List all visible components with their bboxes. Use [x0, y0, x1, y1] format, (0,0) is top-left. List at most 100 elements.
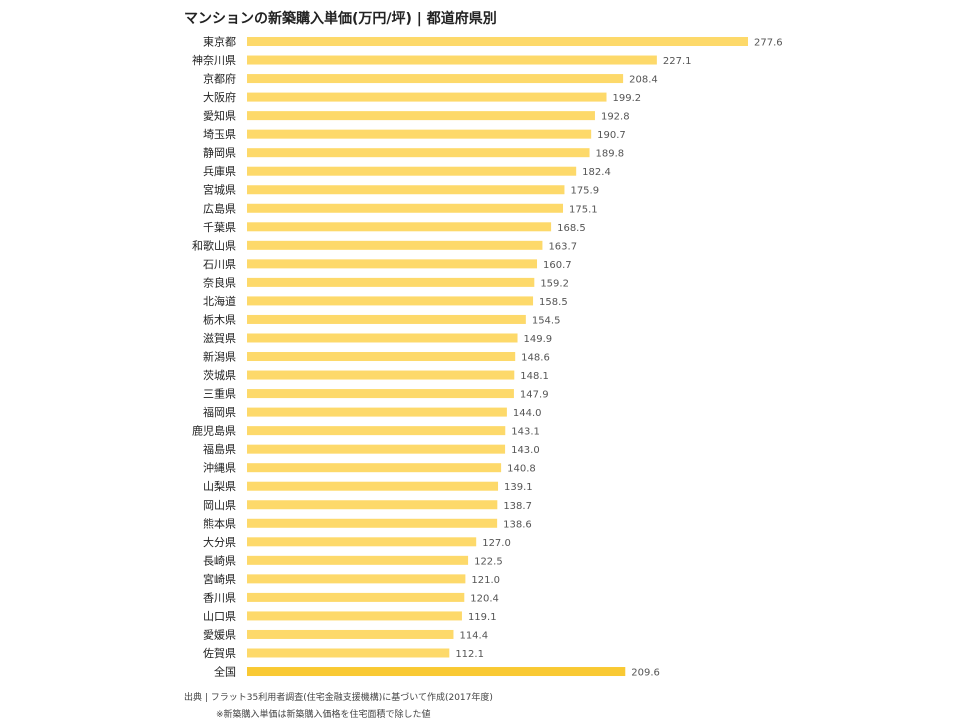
- value-label: 149.9: [524, 334, 553, 345]
- category-label: 沖縄県: [203, 461, 236, 475]
- value-label: 148.1: [520, 371, 549, 382]
- category-label: 東京都: [203, 35, 236, 49]
- category-label: 静岡県: [203, 146, 236, 160]
- bar: [247, 166, 577, 176]
- category-label: 山口県: [203, 610, 236, 623]
- value-label: 114.4: [459, 630, 488, 641]
- bar: [247, 481, 499, 491]
- value-label: 121.0: [471, 575, 500, 586]
- bar: [247, 314, 526, 324]
- footnote: ※新築購入単価は新築購入価格を住宅面積で除した値: [216, 710, 431, 720]
- category-label: 滋賀県: [203, 332, 236, 345]
- value-label: 168.5: [557, 223, 586, 234]
- bar: [247, 277, 535, 287]
- value-label: 148.6: [521, 353, 550, 364]
- bar: [247, 352, 516, 362]
- bar: [247, 240, 543, 250]
- value-label: 190.7: [597, 130, 626, 141]
- value-label: 160.7: [543, 260, 572, 271]
- bar: [247, 463, 502, 473]
- bar: [247, 92, 607, 102]
- value-label: 127.0: [482, 538, 511, 549]
- bar: [247, 611, 462, 621]
- bar: [247, 222, 552, 232]
- value-label: 163.7: [548, 241, 577, 252]
- value-label: 199.2: [613, 93, 642, 104]
- value-label: 139.1: [504, 482, 533, 493]
- category-label: 宮城県: [203, 183, 236, 197]
- category-label: 福島県: [203, 442, 236, 456]
- value-label: 143.1: [511, 427, 540, 438]
- value-label: 227.1: [663, 56, 692, 67]
- value-label: 189.8: [596, 149, 625, 160]
- value-label: 143.0: [511, 445, 540, 456]
- value-label: 122.5: [474, 556, 503, 567]
- bar: [247, 259, 538, 269]
- category-label: 北海道: [203, 294, 236, 308]
- bar: [247, 500, 498, 510]
- category-label: 佐賀県: [203, 646, 236, 660]
- bar: [247, 203, 564, 213]
- value-label: 140.8: [507, 464, 536, 475]
- category-label: 兵庫県: [203, 164, 236, 178]
- bar: [247, 629, 454, 639]
- category-label: 埼玉県: [203, 127, 236, 141]
- category-label: 岡山県: [203, 499, 236, 512]
- bar: [247, 389, 514, 399]
- value-label: 144.0: [513, 408, 542, 419]
- bar: [247, 648, 450, 658]
- bar: [247, 148, 590, 158]
- value-label: 138.7: [503, 501, 532, 512]
- bar: [247, 55, 657, 65]
- category-label: 三重県: [203, 387, 236, 401]
- value-label: 112.1: [455, 649, 484, 660]
- category-label: 石川県: [203, 258, 236, 271]
- value-label: 119.1: [468, 612, 497, 623]
- bar: [247, 592, 465, 602]
- value-label: 208.4: [629, 75, 658, 86]
- category-label: 奈良県: [203, 275, 236, 289]
- value-label: 147.9: [520, 390, 549, 401]
- value-label: 277.6: [754, 38, 783, 49]
- bar: [247, 537, 477, 547]
- category-label: 熊本県: [203, 516, 236, 530]
- category-label: 千葉県: [203, 220, 236, 234]
- value-label: 175.9: [570, 186, 599, 197]
- value-label: 138.6: [503, 519, 532, 530]
- value-label: 192.8: [601, 112, 630, 123]
- category-label: 愛知県: [203, 109, 236, 123]
- category-label: 大分県: [203, 535, 236, 549]
- value-label: 159.2: [540, 278, 569, 289]
- bar: [247, 185, 565, 195]
- bar: [247, 74, 624, 84]
- category-label: 鹿児島県: [192, 424, 236, 438]
- value-label: 175.1: [569, 204, 598, 215]
- category-label: 山梨県: [203, 479, 236, 493]
- category-label: 大阪府: [203, 90, 236, 104]
- category-label: 新潟県: [203, 350, 236, 364]
- bar: [247, 129, 592, 139]
- chart-title: マンションの新築購入単価(万円/坪) | 都道府県別: [184, 11, 497, 27]
- bar: [247, 574, 466, 584]
- value-label: 209.6: [631, 668, 660, 679]
- category-label: 神奈川県: [192, 53, 236, 67]
- bar: [247, 426, 506, 436]
- category-label: 栃木県: [203, 312, 236, 326]
- bar: [247, 296, 534, 306]
- bar: [247, 555, 469, 565]
- category-label: 全国: [214, 665, 236, 679]
- bar: [247, 37, 748, 46]
- value-label: 120.4: [470, 593, 499, 604]
- value-label: 154.5: [532, 315, 561, 326]
- bar: [247, 370, 515, 380]
- category-label: 宮崎県: [203, 572, 236, 586]
- value-label: 158.5: [539, 297, 568, 308]
- category-label: 茨城県: [203, 368, 236, 382]
- category-label: 愛媛県: [203, 627, 236, 641]
- value-label: 182.4: [582, 167, 611, 178]
- category-label: 香川県: [203, 591, 236, 604]
- category-label: 和歌山県: [192, 238, 236, 252]
- bar: [247, 407, 507, 417]
- bar: [247, 444, 506, 454]
